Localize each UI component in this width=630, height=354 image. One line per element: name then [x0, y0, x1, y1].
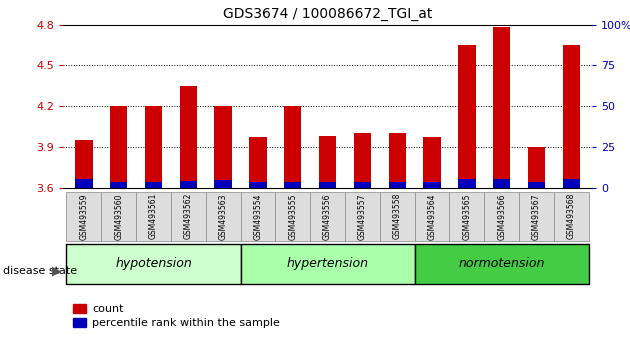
Bar [145, 182, 163, 188]
Bar [415, 244, 588, 285]
Bar [423, 182, 441, 188]
Bar [310, 192, 345, 241]
Bar [206, 192, 241, 241]
Text: GSM493563: GSM493563 [219, 193, 227, 240]
Bar [484, 192, 519, 241]
Bar [67, 192, 101, 241]
Text: GSM493559: GSM493559 [79, 193, 88, 240]
Bar [241, 192, 275, 241]
Text: GSM493568: GSM493568 [567, 193, 576, 240]
Text: GSM493558: GSM493558 [392, 193, 402, 240]
Text: GSM493555: GSM493555 [289, 193, 297, 240]
Bar [423, 137, 441, 188]
Bar [353, 182, 371, 188]
Text: GSM493554: GSM493554 [253, 193, 263, 240]
Text: GSM493562: GSM493562 [184, 193, 193, 240]
Text: hypertension: hypertension [287, 257, 369, 270]
Bar [319, 136, 336, 188]
Bar [284, 182, 302, 188]
Bar [449, 192, 484, 241]
Bar [345, 192, 380, 241]
Title: GDS3674 / 100086672_TGI_at: GDS3674 / 100086672_TGI_at [223, 7, 432, 21]
Text: hypotension: hypotension [115, 257, 192, 270]
Bar [249, 182, 266, 188]
Bar [101, 192, 136, 241]
Bar [75, 179, 93, 188]
Bar [380, 192, 415, 241]
Bar [249, 137, 266, 188]
Bar [554, 192, 588, 241]
Bar [319, 182, 336, 188]
Bar [353, 133, 371, 188]
Bar [241, 244, 415, 285]
Bar [563, 179, 580, 188]
Bar [214, 106, 232, 188]
Bar [493, 28, 510, 188]
Bar [214, 180, 232, 188]
Bar [145, 106, 163, 188]
Bar [180, 86, 197, 188]
Bar [284, 106, 302, 188]
Text: normotension: normotension [459, 257, 545, 270]
Text: disease state: disease state [3, 266, 77, 276]
Bar [389, 182, 406, 188]
Bar [136, 192, 171, 241]
Bar [519, 192, 554, 241]
Bar [110, 182, 127, 188]
Bar [275, 192, 310, 241]
Bar [458, 179, 476, 188]
Bar [493, 179, 510, 188]
Bar [171, 192, 206, 241]
Bar [458, 45, 476, 188]
Bar [563, 45, 580, 188]
Text: ▶: ▶ [52, 264, 62, 277]
Bar [110, 106, 127, 188]
Bar [75, 140, 93, 188]
Text: GSM493564: GSM493564 [428, 193, 437, 240]
Text: GSM493566: GSM493566 [497, 193, 506, 240]
Bar [415, 192, 449, 241]
Text: GSM493560: GSM493560 [114, 193, 123, 240]
Text: GSM493557: GSM493557 [358, 193, 367, 240]
Bar [67, 244, 241, 285]
Bar [528, 182, 545, 188]
Text: GSM493561: GSM493561 [149, 193, 158, 240]
Bar [389, 133, 406, 188]
Bar [180, 181, 197, 188]
Text: GSM493565: GSM493565 [462, 193, 471, 240]
Text: GSM493556: GSM493556 [323, 193, 332, 240]
Text: GSM493567: GSM493567 [532, 193, 541, 240]
Bar [528, 147, 545, 188]
Legend: count, percentile rank within the sample: count, percentile rank within the sample [69, 299, 284, 332]
